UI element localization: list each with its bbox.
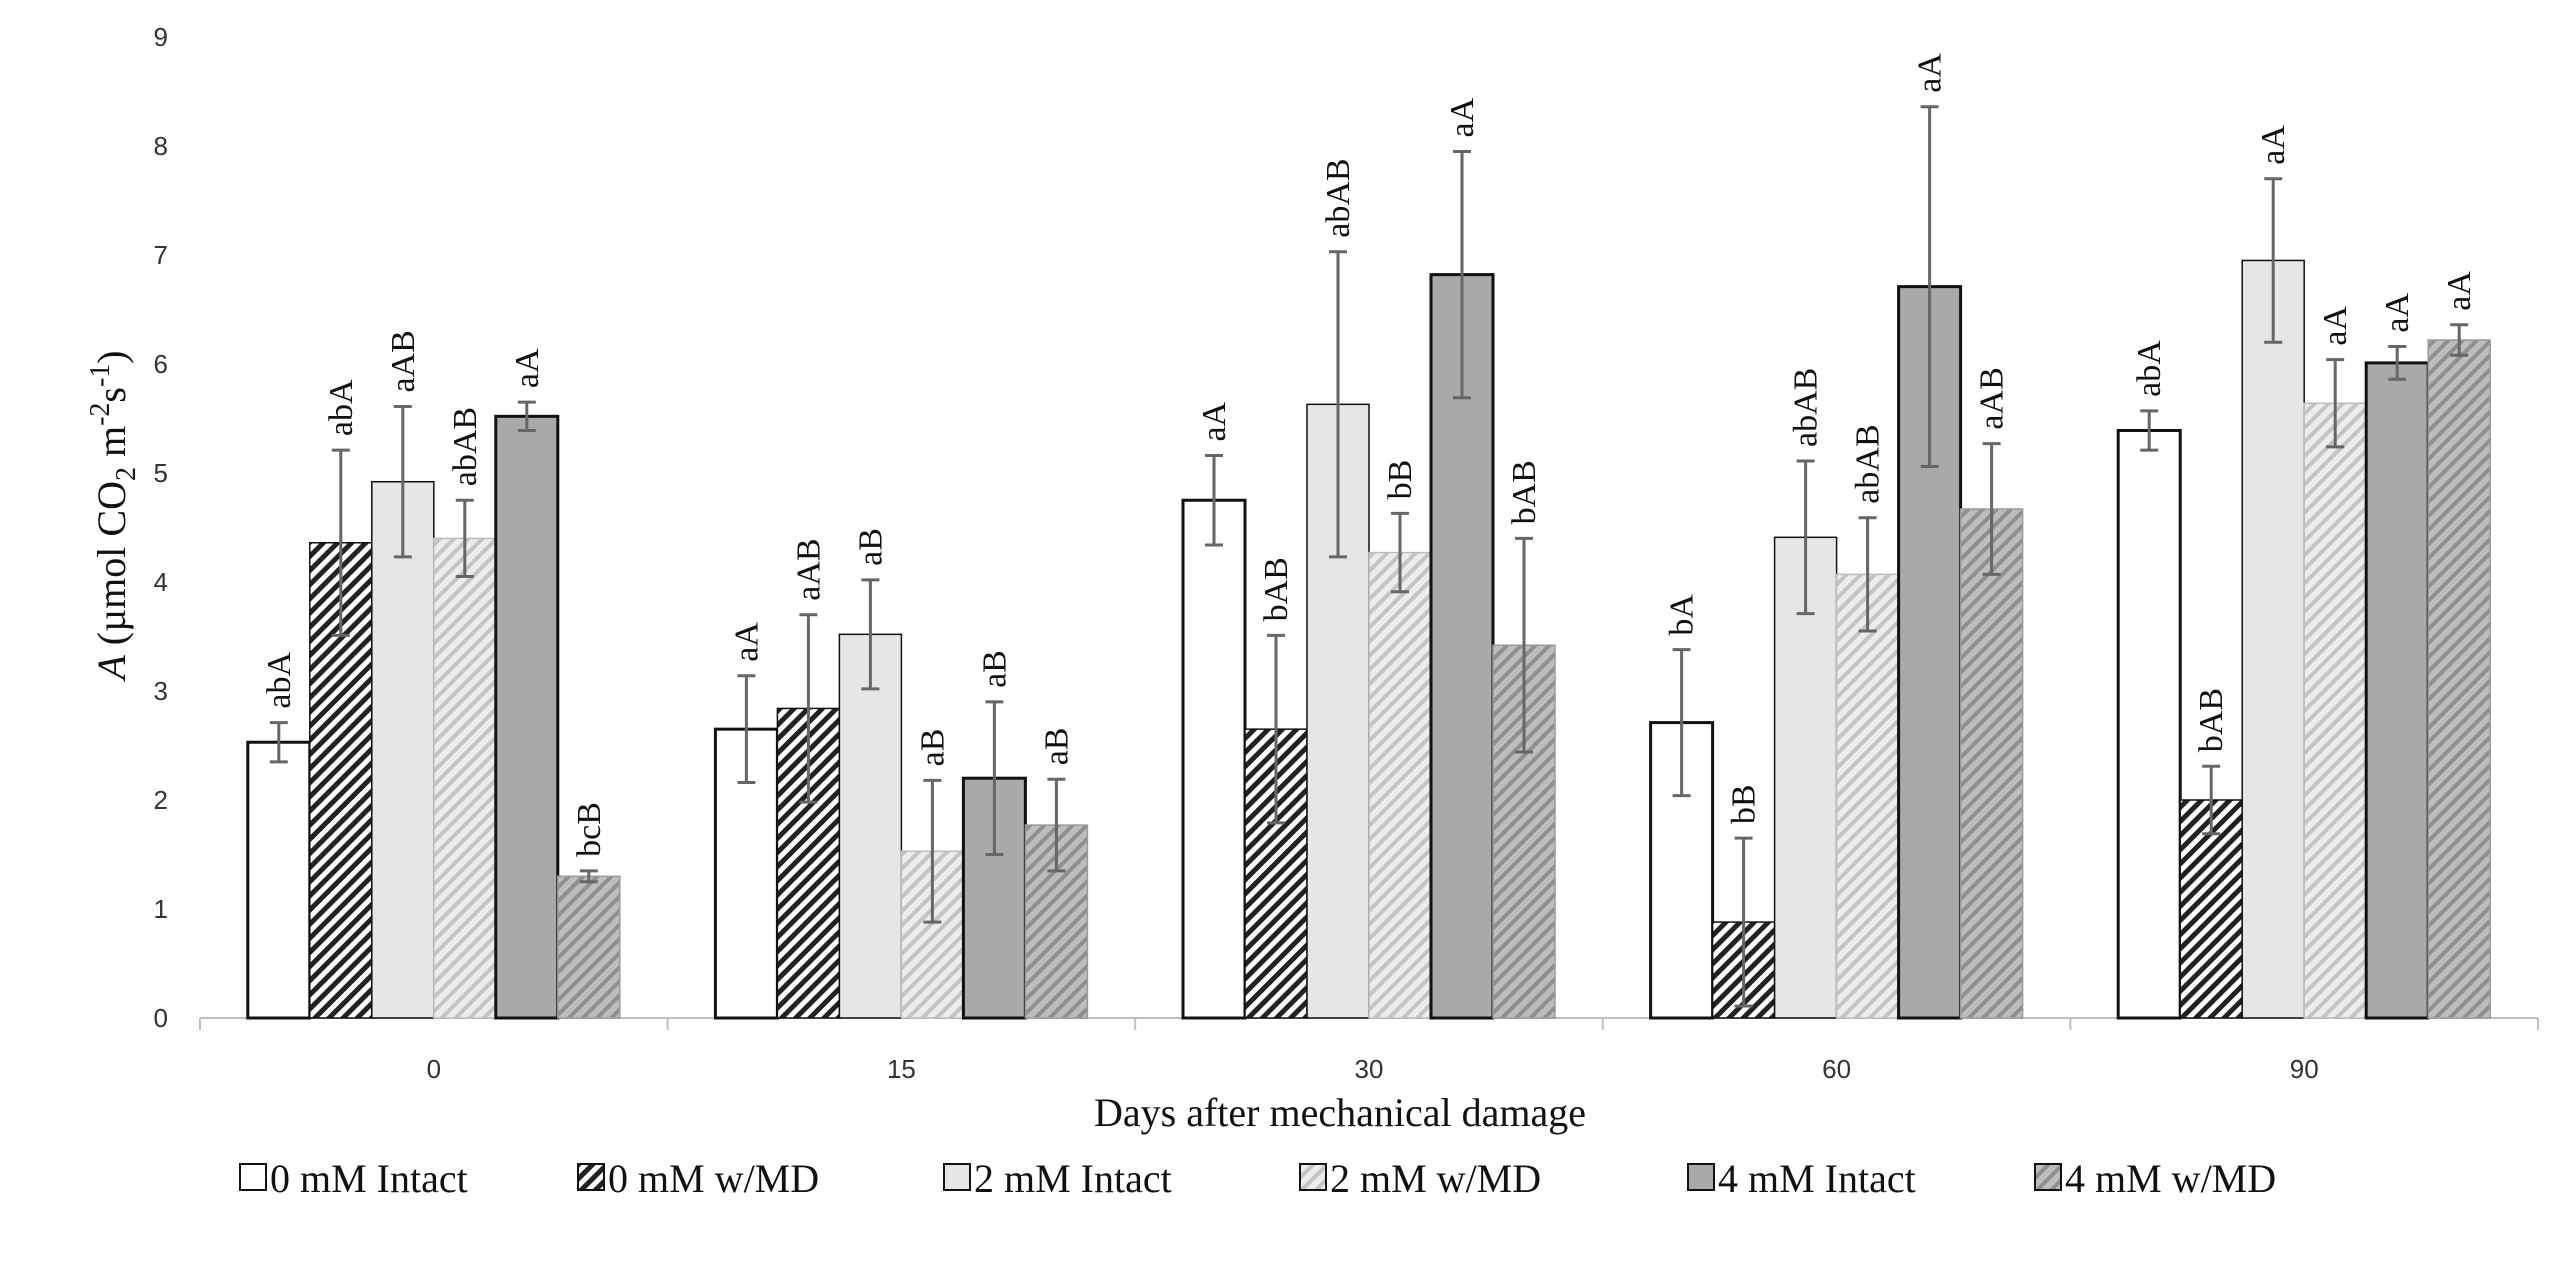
bar [1835, 573, 1900, 1019]
significance-label: bAB [2193, 688, 2230, 752]
y-tick-label: 3 [154, 676, 168, 706]
x-tick-label: 0 [427, 1054, 441, 1084]
legend: 0 mM Intact 0 mM w/MD 2 mM Intact 2 mM w/MD… [239, 1156, 2276, 1201]
y-axis-title: A (µmol CO2 m-2s-1) [85, 350, 142, 682]
y-axis-title-sup1: -2 [85, 403, 116, 426]
significance-label: aB [852, 528, 889, 566]
significance-label: aA [728, 622, 765, 662]
significance-label: bAB [1258, 557, 1295, 621]
significance-label: aAB [1974, 367, 2011, 429]
bar [1181, 498, 1247, 1020]
significance-label: aAB [385, 330, 422, 392]
x-tick-label: 15 [887, 1054, 916, 1084]
legend-swatch [239, 1163, 267, 1191]
significance-label: aAB [790, 538, 827, 600]
significance-label: aA [1196, 401, 1233, 441]
legend-swatch [1687, 1163, 1715, 1191]
legend-label: 4 mM Intact [1718, 1156, 1916, 1201]
y-tick-label: 0 [154, 1003, 168, 1033]
bar [557, 875, 621, 1019]
significance-label: abA [323, 379, 360, 436]
y-tick-label: 4 [154, 567, 168, 597]
legend-swatch [1299, 1163, 1327, 1191]
bar [2427, 339, 2491, 1019]
significance-label: aA [2379, 292, 2416, 332]
y-tick-label: 9 [154, 22, 168, 52]
legend-label: 2 mM w/MD [1330, 1156, 1541, 1201]
bar [2116, 428, 2182, 1020]
legend-swatch [577, 1163, 605, 1191]
y-axis-title-sub: 2 [111, 467, 142, 481]
y-tick-label: 2 [154, 785, 168, 815]
significance-label: bAB [1506, 460, 1543, 524]
bar [2303, 402, 2367, 1019]
significance-label: abA [2131, 340, 2168, 397]
y-axis-title-unit3: s [89, 387, 134, 403]
legend-label: 2 mM Intact [974, 1156, 1172, 1201]
y-tick-label: 7 [154, 240, 168, 270]
x-tick-label: 30 [1355, 1054, 1384, 1084]
x-tick-label: 90 [2290, 1054, 2319, 1084]
legend-label: 0 mM w/MD [608, 1156, 819, 1201]
significance-label: abAB [1788, 368, 1825, 447]
significance-label: aB [976, 650, 1013, 688]
significance-label: bcB [571, 802, 608, 857]
x-axis-title: Days after mechanical damage [1094, 1090, 1586, 1135]
bar [1368, 551, 1432, 1019]
bar [246, 740, 312, 1020]
bar [494, 414, 560, 1020]
y-axis-title-unit: (µmol CO [89, 481, 134, 655]
significance-label: aA [509, 348, 546, 388]
y-tick-label: 8 [154, 131, 168, 161]
x-tick-label: 60 [1822, 1054, 1851, 1084]
y-axis-title-unit2: m [89, 426, 134, 467]
significance-label: aB [1038, 728, 1075, 766]
bar [2364, 361, 2430, 1020]
bar [371, 480, 435, 1019]
legend-swatch [943, 1163, 971, 1191]
y-axis-title-symbol: A [89, 655, 134, 683]
significance-label: bB [1382, 460, 1419, 500]
y-tick-label: 6 [154, 349, 168, 379]
significance-label: aB [914, 729, 951, 767]
legend-swatch [2034, 1163, 2062, 1191]
significance-label: abAB [1320, 158, 1357, 237]
significance-label: abA [261, 652, 298, 709]
bar [433, 537, 497, 1019]
bar [2241, 259, 2305, 1019]
bar [838, 633, 903, 1019]
y-tick-label: 1 [154, 894, 168, 924]
significance-label: aA [2255, 125, 2292, 165]
significance-label: abAB [1850, 424, 1887, 503]
legend-label: 4 mM w/MD [2065, 1156, 2276, 1201]
y-axis-title-sup2: -1 [85, 364, 116, 387]
bar [1959, 508, 2024, 1019]
y-tick-label: 5 [154, 458, 168, 488]
significance-label: abAB [447, 407, 484, 486]
significance-label: aA [1912, 53, 1949, 93]
legend-label: 0 mM Intact [270, 1156, 468, 1201]
significance-label: aA [2441, 271, 2478, 311]
significance-label: aA [2317, 306, 2354, 346]
significance-label: aA [1444, 97, 1481, 137]
significance-label: bB [1726, 784, 1763, 824]
significance-label: bA [1664, 594, 1701, 636]
y-axis-title-close: ) [89, 350, 134, 363]
